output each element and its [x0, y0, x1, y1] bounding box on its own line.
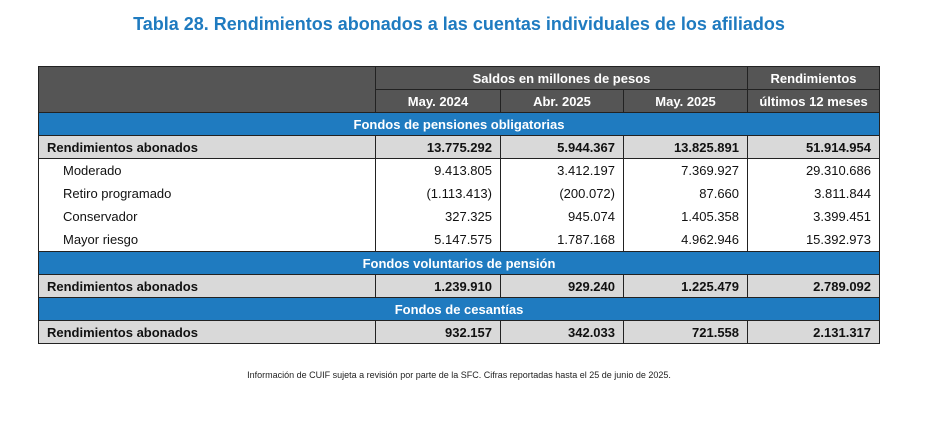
row-label: Rendimientos abonados [38, 135, 376, 159]
cell-12-months: 51.914.954 [747, 135, 881, 159]
row-label: Moderado [38, 158, 376, 182]
cell-12-months: 3.811.844 [747, 182, 881, 205]
table-row: Conservador 327.325 945.074 1.405.358 3.… [38, 205, 881, 228]
returns-table: Saldos en millones de pesos Rendimientos… [37, 66, 881, 344]
cell-12-months: 29.310.686 [747, 158, 881, 182]
cell-apr-2025: 342.033 [500, 320, 624, 344]
section-header: Fondos de cesantías [37, 297, 881, 321]
header-last-line1: Rendimientos [747, 66, 881, 90]
header-col3: May. 2025 [622, 89, 749, 113]
header-col2: Abr. 2025 [500, 89, 624, 113]
cell-may-2024: 5.147.575 [375, 228, 501, 252]
cell-may-2025: 13.825.891 [622, 135, 749, 159]
table-row: Rendimientos abonados 13.775.292 5.944.3… [38, 135, 881, 159]
header-last-line2: últimos 12 meses [747, 89, 881, 113]
cell-may-2024: 1.239.910 [375, 274, 501, 298]
header-col1: May. 2024 [375, 89, 501, 113]
cell-may-2025: 1.225.479 [622, 274, 749, 298]
table-row: Moderado 9.413.805 3.412.197 7.369.927 2… [38, 158, 881, 182]
row-label: Rendimientos abonados [38, 320, 376, 344]
cell-apr-2025: (200.072) [500, 182, 624, 205]
cell-may-2025: 87.660 [622, 182, 749, 205]
cell-may-2024: 13.775.292 [375, 135, 501, 159]
row-label: Conservador [38, 205, 376, 228]
cell-may-2024: 9.413.805 [375, 158, 501, 182]
cell-may-2024: 327.325 [375, 205, 501, 228]
cell-apr-2025: 3.412.197 [500, 158, 624, 182]
cell-apr-2025: 5.944.367 [500, 135, 624, 159]
source-note: Información de CUIF sujeta a revisión po… [247, 370, 671, 380]
cell-may-2025: 1.405.358 [622, 205, 749, 228]
cell-may-2025: 721.558 [622, 320, 749, 344]
cell-apr-2025: 1.787.168 [500, 228, 624, 252]
cell-12-months: 15.392.973 [747, 228, 881, 252]
table-row: Rendimientos abonados 1.239.910 929.240 … [38, 274, 881, 298]
row-label: Mayor riesgo [38, 228, 376, 252]
row-label: Rendimientos abonados [38, 274, 376, 298]
table-row: Rendimientos abonados 932.157 342.033 72… [38, 320, 881, 344]
cell-may-2025: 7.369.927 [622, 158, 749, 182]
cell-apr-2025: 929.240 [500, 274, 624, 298]
header-group: Saldos en millones de pesos [374, 66, 749, 90]
cell-12-months: 3.399.451 [747, 205, 881, 228]
cell-apr-2025: 945.074 [500, 205, 624, 228]
cell-may-2024: 932.157 [375, 320, 501, 344]
table-title: Tabla 28. Rendimientos abonados a las cu… [133, 14, 785, 34]
row-label: Retiro programado [38, 182, 376, 205]
header-blank-cell [38, 66, 376, 113]
cell-12-months: 2.789.092 [747, 274, 881, 298]
table-row: Mayor riesgo 5.147.575 1.787.168 4.962.9… [38, 228, 881, 252]
section-header: Fondos de pensiones obligatorias [37, 112, 881, 136]
cell-may-2025: 4.962.946 [622, 228, 749, 252]
section-header: Fondos voluntarios de pensión [37, 251, 881, 275]
cell-may-2024: (1.113.413) [375, 182, 501, 205]
cell-12-months: 2.131.317 [747, 320, 881, 344]
table-row: Retiro programado (1.113.413) (200.072) … [38, 182, 881, 205]
